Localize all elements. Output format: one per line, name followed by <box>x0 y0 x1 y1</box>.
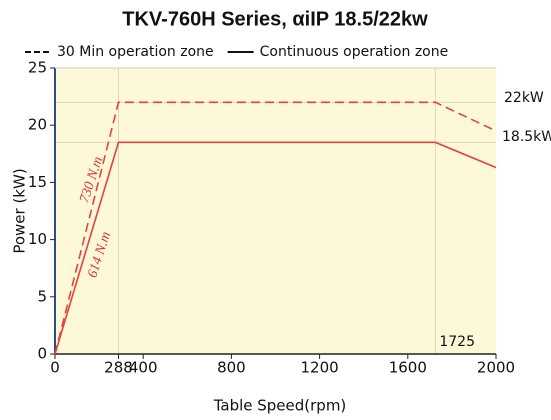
x-tick-label: 1200 <box>301 359 339 377</box>
x-tick-label: 0 <box>50 359 60 377</box>
y-tick-label: 25 <box>28 59 47 77</box>
y-tick-label: 10 <box>28 230 47 248</box>
x-tick-label: 1600 <box>389 359 427 377</box>
annotation: 22kW <box>504 90 544 106</box>
chart-title: TKV-760H Series, αiIP 18.5/22kw <box>122 8 428 30</box>
x-tick-label: 288 <box>104 359 133 377</box>
annotation: 1725 <box>439 334 475 350</box>
x-tick-label: 400 <box>129 359 158 377</box>
plot-background <box>55 68 496 354</box>
y-tick-label: 15 <box>28 173 47 191</box>
x-axis-label: Table Speed(rpm) <box>213 397 347 415</box>
legend-label: Continuous operation zone <box>260 44 449 60</box>
y-tick-label: 5 <box>37 287 47 305</box>
series-line <box>54 101 497 355</box>
series-line <box>54 141 497 355</box>
x-tick-label: 800 <box>217 359 246 377</box>
y-tick-label: 20 <box>28 116 47 134</box>
x-tick-label: 2000 <box>477 359 515 377</box>
y-tick-label: 0 <box>37 345 47 363</box>
annotation: 18.5kW <box>502 129 551 145</box>
y-axis-label: Power (kW) <box>11 168 29 253</box>
legend-label: 30 Min operation zone <box>57 44 214 60</box>
